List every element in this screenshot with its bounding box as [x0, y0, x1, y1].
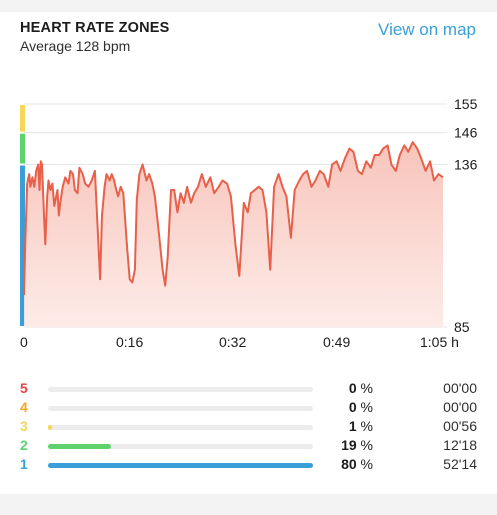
heart-rate-chart: 155 146 136 85: [20, 96, 478, 335]
zone-duration: 00'00: [443, 380, 477, 396]
x-tick-label: 0: [20, 334, 28, 350]
y-tick-label: 146: [454, 125, 478, 141]
zone-duration: 12'18: [443, 437, 477, 453]
zone-band-1: [20, 165, 25, 326]
y-tick-label: 155: [454, 96, 478, 112]
zone-number: 3: [20, 418, 28, 434]
zone-number: 4: [20, 399, 28, 415]
zone-percent: 0 %: [348, 380, 373, 396]
zone-row-3: 3 1 % 00'56: [0, 418, 497, 437]
zone-percent: 0 %: [348, 399, 373, 415]
zone-percent: 1 %: [348, 418, 373, 434]
zone-percent: 80 %: [341, 456, 373, 472]
zone-band-3: [20, 105, 25, 132]
zone-duration: 00'56: [443, 418, 477, 434]
heart-rate-line: [23, 141, 444, 296]
zone-progress-fill: [48, 463, 313, 468]
zone-row-2: 2 19 % 12'18: [0, 437, 497, 456]
zone-row-4: 4 0 % 00'00: [0, 399, 497, 418]
view-on-map-link[interactable]: View on map: [378, 20, 476, 39]
y-tick-label: 136: [454, 157, 478, 173]
x-tick-label: 0:49: [323, 334, 351, 350]
section-title: HEART RATE ZONES: [20, 20, 170, 36]
zone-duration: 52'14: [443, 456, 477, 472]
zone-band-2: [20, 133, 25, 164]
zone-number: 1: [20, 456, 28, 472]
zone-progress-track: [48, 425, 313, 430]
zone-percent: 19 %: [341, 437, 373, 453]
zone-progress-track: [48, 406, 313, 411]
x-tick-label: 0:32: [219, 334, 247, 350]
average-bpm-subtitle: Average 128 bpm: [20, 38, 131, 54]
zone-progress-fill: [48, 425, 52, 430]
zone-progress-track: [48, 463, 313, 468]
x-tick-label: 0:16: [116, 334, 144, 350]
zone-progress-track: [48, 387, 313, 392]
zone-number: 2: [20, 437, 28, 453]
zone-progress-track: [48, 444, 313, 449]
y-tick-label: 85: [454, 319, 470, 335]
x-tick-label: 1:05 h: [420, 334, 459, 350]
zone-number: 5: [20, 380, 28, 396]
zone-duration: 00'00: [443, 399, 477, 415]
zone-row-1: 1 80 % 52'14: [0, 456, 497, 475]
zone-row-5: 5 0 % 00'00: [0, 380, 497, 399]
zone-progress-fill: [48, 444, 111, 449]
